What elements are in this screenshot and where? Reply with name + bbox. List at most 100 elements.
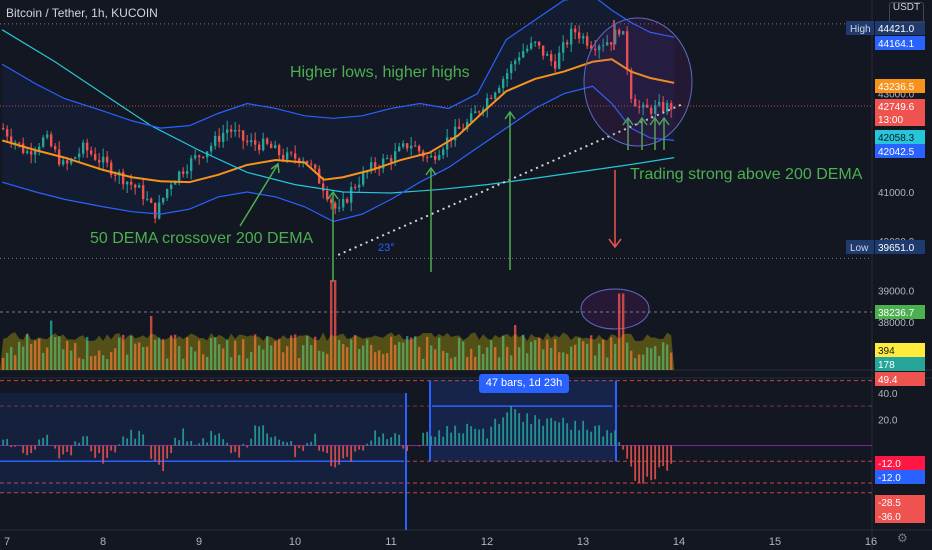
volume-bar [433,349,437,370]
osc-bar [90,445,93,452]
candle-body [165,189,169,198]
osc-bar [650,445,653,481]
arrow-down-head [608,238,622,249]
osc-bar [194,444,197,446]
candle-body [649,107,653,114]
volume-bar [501,335,505,370]
volume-bar [369,345,373,370]
price-label-low: 39651.0 [878,243,915,254]
osc-bar [138,430,141,446]
volume-bar [289,335,293,370]
volume-bar [517,347,521,370]
candle-body [193,155,197,159]
candle-body [101,156,105,163]
candle-body [589,45,593,49]
osc-bar [510,406,513,446]
price-label-bb-lower: 42042.5 [878,147,915,158]
gear-icon[interactable]: ⚙ [897,531,908,545]
osc-bar [462,433,465,446]
osc-bar [154,445,157,461]
candle-body [229,129,233,132]
candle-body [249,140,253,143]
osc-bar [358,445,361,450]
candle-body [25,151,29,153]
volume-bar [393,344,397,370]
osc-bar [34,445,37,450]
volume-bar [357,349,361,370]
candle-body [633,98,637,107]
volume-bar [577,338,581,370]
osc-label-top: 49.4 [878,375,898,386]
volume-bar [589,335,593,370]
volume-bar [173,334,177,370]
osc-bar [266,433,269,446]
osc-bar [126,438,129,446]
candle-body [293,153,297,159]
volume-bar [649,348,653,370]
x-tick-label: 12 [481,536,493,548]
candle-body [297,158,301,163]
price-label-dema200: 42058.3 [878,133,915,144]
volume-bar [601,339,605,370]
x-tick-label: 13 [577,536,589,548]
osc-bar [458,432,461,446]
volume-bar [485,347,489,370]
volume-bar [113,348,117,370]
osc-bar [506,412,509,446]
volume-bar [97,350,101,370]
osc-bar [618,442,621,446]
volume-bar [117,337,121,370]
volume-label-level: 38236.7 [878,308,915,319]
osc-bar [558,422,561,446]
osc-bar [514,409,517,446]
volume-bar [421,358,425,370]
osc-bar [298,445,301,449]
x-tick-label: 9 [196,536,202,548]
osc-bar [162,445,165,472]
volume-bar [213,337,217,370]
x-tick-label: 7 [4,536,10,548]
osc-bar [494,418,497,446]
symbol-title[interactable]: Bitcoin / Tether, 1h, KUCOIN [6,6,158,20]
osc-bar [530,423,533,446]
candle-body [505,73,509,80]
osc-bar [134,438,137,446]
volume-bar [77,357,81,370]
volume-bar [29,343,33,370]
volume-bar [417,346,421,370]
candle-body [17,142,21,144]
volume-bar [73,342,77,370]
volume-bar [161,338,165,370]
candle-body [273,145,277,149]
volume-bar [329,280,333,370]
candle-body [433,155,437,160]
candle-body [341,199,345,208]
osc-bar [658,445,661,468]
osc-bar [646,445,649,477]
volume-bar [605,357,609,370]
candle-body [361,172,365,185]
volume-bar [261,349,265,370]
volume-bar [49,320,53,370]
osc-bar [354,445,357,452]
osc-bar [246,445,249,448]
osc-bar [430,436,433,446]
volume-bar [145,346,149,370]
x-tick-label: 14 [673,536,685,548]
osc-bar [230,445,233,454]
volume-bar [573,344,577,370]
measure-box-2 [430,379,616,462]
volume-bar [465,357,469,370]
currency-button[interactable]: USDT [889,2,924,23]
volume-bar [613,343,617,370]
annotation-higher-lows: Higher lows, higher highs [290,64,470,81]
volume-bar [65,340,69,370]
candle-body [477,111,481,113]
volume-bar [389,336,393,370]
price-label-dema200-bg [875,130,925,144]
candle-body [565,42,569,45]
volume-bar [381,354,385,370]
volume-bar [1,357,5,370]
volume-bar [441,350,445,370]
